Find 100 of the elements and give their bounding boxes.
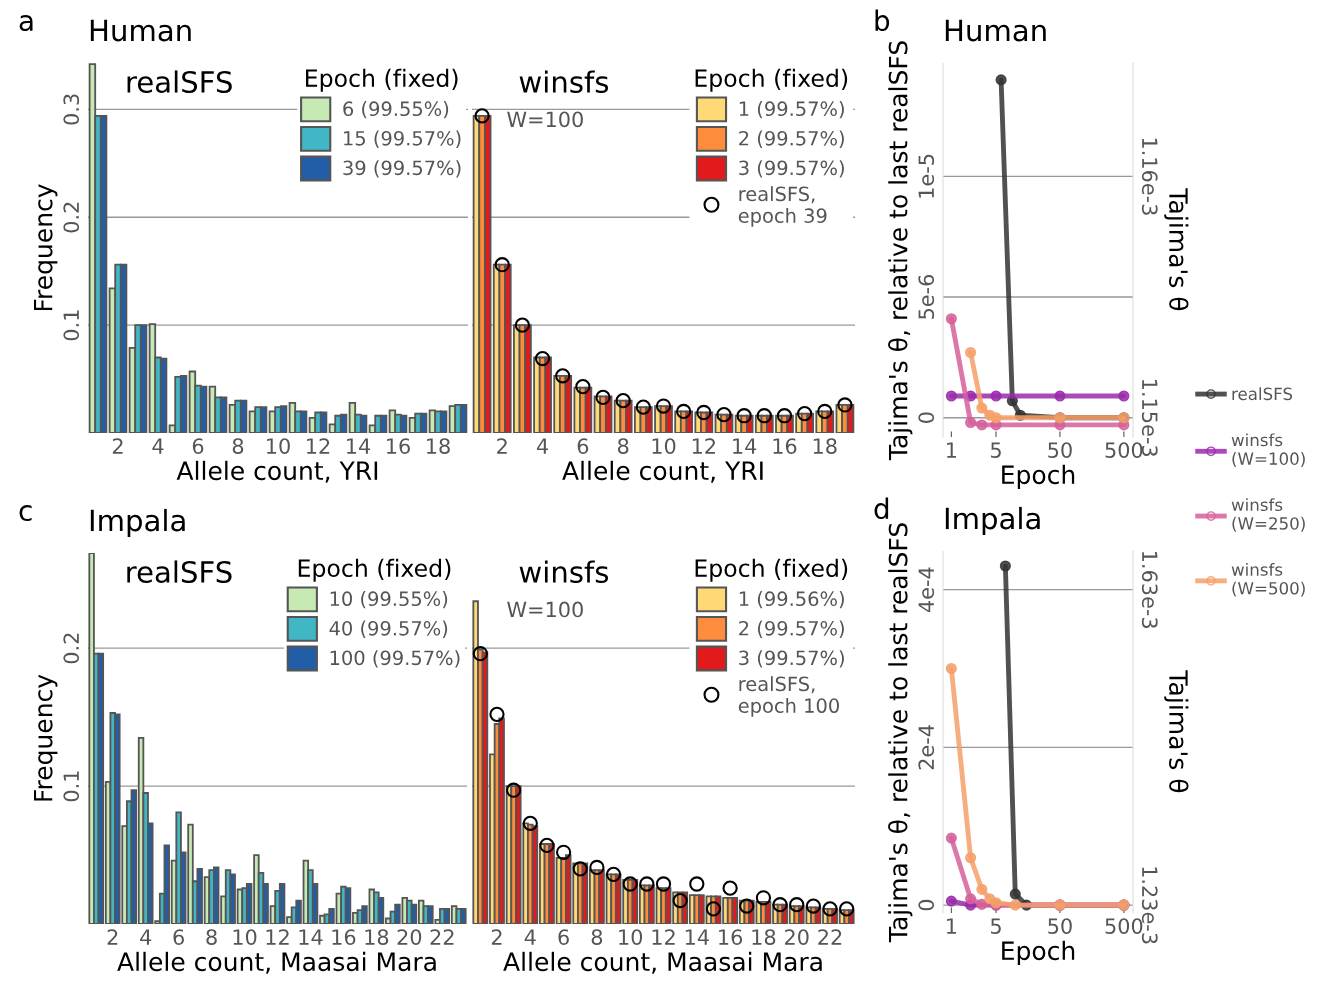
x-tick-label: 18 — [752, 929, 776, 945]
chart-title: winsfs — [519, 560, 609, 583]
legend-title: Epoch (fixed) — [298, 558, 451, 582]
text: Human — [945, 19, 1046, 42]
x-axis-title: Allele count, YRI — [562, 460, 763, 483]
y-tick-label: 4e-4 — [918, 567, 935, 613]
y2-axis-title: Tajima's θ — [1164, 188, 1189, 311]
x-tick-label: 2 — [497, 438, 507, 454]
x-tick-label: 2 — [491, 929, 502, 945]
x-tick-label: 6 — [577, 438, 589, 454]
y-axis-title: Tajima's θ, relative to last realSFS — [888, 41, 913, 461]
x-tick-label: 6 — [192, 438, 204, 454]
x-tick-label: 1 — [947, 918, 957, 934]
x-tick-label: 500 — [1105, 442, 1143, 458]
legend-label: 1 (99.57%) — [739, 101, 844, 119]
x-tick-label: 20 — [397, 929, 422, 945]
x-tick-label: 14 — [347, 438, 371, 454]
x-tick-label: 4 — [524, 929, 536, 945]
x-tick-label: 12 — [652, 929, 675, 945]
chart-title: realSFS — [127, 560, 232, 583]
y2-axis-title: Tajima's θ — [1164, 670, 1189, 793]
text: c — [19, 505, 32, 522]
legend-label: 10 (99.55%) — [330, 591, 448, 609]
x-tick-label: 20 — [784, 929, 809, 945]
x-tick-label: 6 — [558, 929, 569, 945]
legend-label: 2 (99.57%) — [739, 620, 844, 638]
x-tick-label: 12 — [266, 929, 289, 945]
x-tick-label: 2 — [112, 438, 123, 454]
y-tick-label: 0.1 — [63, 771, 80, 802]
x-tick-label: 10 — [233, 929, 257, 945]
x-tick-label: 8 — [232, 438, 244, 454]
x-tick-label: 5 — [991, 918, 1001, 934]
y-tick-label: 0.1 — [63, 310, 80, 341]
legend-title: Epoch (fixed) — [695, 68, 848, 92]
x-tick-label: 10 — [652, 438, 676, 454]
legend-label: winsfs (W=500) — [1231, 562, 1305, 597]
legend-label: 3 (99.57%) — [739, 160, 844, 178]
legend-label: 40 (99.57%) — [329, 620, 448, 638]
y-tick-label: 0 — [918, 412, 935, 423]
legend-title: Epoch (fixed) — [695, 558, 848, 582]
text: Impala — [90, 508, 185, 538]
y-axis-title: Frequency — [33, 184, 58, 311]
y2-tick-label: 1.15e-3 — [1141, 380, 1158, 457]
x-tick-label: 12 — [692, 438, 715, 454]
legend-label: 100 (99.57%) — [330, 650, 460, 668]
x-tick-label: 8 — [591, 929, 603, 945]
legend-label: winsfs (W=100) — [1231, 433, 1305, 467]
legend-label: realSFS, epoch 39 — [738, 186, 827, 227]
legend-label: 15 (99.57%) — [344, 130, 461, 148]
chart-title: winsfs — [519, 70, 609, 93]
x-tick-label: 14 — [299, 929, 323, 945]
x-tick-label: 8 — [617, 438, 629, 454]
text: Impala — [945, 506, 1040, 536]
legend-label: 39 (99.57%) — [343, 160, 461, 178]
x-tick-label: 22 — [818, 929, 842, 945]
y2-tick-label: 1.16e-3 — [1141, 138, 1158, 215]
legend-label: realSFS, epoch 100 — [738, 676, 839, 717]
x-tick-label: 22 — [430, 929, 454, 945]
text: a — [19, 15, 33, 32]
x-axis-title: Allele count, Maasai Mara — [117, 951, 436, 974]
x-tick-label: 4 — [536, 438, 549, 454]
y-tick-label: 1e-5 — [918, 154, 935, 198]
x-tick-label: 18 — [427, 438, 450, 454]
x-tick-label: 4 — [140, 929, 152, 945]
y-tick-label: 0.2 — [63, 633, 80, 664]
x-tick-label: 2 — [107, 929, 118, 945]
y-tick-label: 0.3 — [63, 94, 80, 125]
legend-label: realSFS — [1232, 387, 1293, 401]
x-tick-label: 16 — [387, 438, 410, 454]
x-tick-label: 500 — [1105, 918, 1143, 934]
y-axis-title: Tajima's θ, relative to last realSFS — [888, 523, 913, 943]
x-axis-title: Epoch — [1002, 940, 1075, 965]
legend-label: 3 (99.57%) — [739, 650, 844, 668]
x-tick-label: 10 — [267, 438, 290, 454]
x-tick-label: 6 — [173, 929, 184, 945]
legend-label: winsfs (W=250) — [1231, 498, 1305, 532]
x-tick-label: 16 — [332, 929, 356, 945]
chart-title: realSFS — [127, 70, 232, 93]
legend-label: 6 (99.55%) — [343, 101, 449, 119]
x-tick-label: 16 — [719, 929, 743, 945]
text: d — [874, 497, 889, 520]
legend-title: Epoch (fixed) — [306, 68, 458, 92]
x-tick-label: 1 — [947, 442, 957, 458]
y-tick-label: 5e-6 — [918, 274, 935, 319]
x-axis-title: Epoch — [1002, 464, 1075, 489]
legend-label: 1 (99.56%) — [739, 591, 844, 609]
y-tick-label: 0 — [918, 899, 935, 911]
x-tick-label: 50 — [1048, 442, 1072, 458]
x-tick-label: 5 — [991, 442, 1001, 458]
text: b — [875, 9, 890, 32]
text: W=100 — [507, 111, 583, 128]
x-tick-label: 18 — [813, 438, 837, 454]
x-tick-label: 12 — [307, 438, 330, 454]
x-axis-title: Allele count, Maasai Mara — [503, 951, 822, 974]
x-axis-title: Allele count, YRI — [176, 460, 378, 483]
x-tick-label: 4 — [152, 438, 164, 454]
text: Human — [90, 19, 191, 42]
y-axis-title: Frequency — [33, 674, 58, 801]
x-tick-label: 10 — [619, 929, 643, 945]
legend-label: 2 (99.57%) — [739, 130, 844, 148]
